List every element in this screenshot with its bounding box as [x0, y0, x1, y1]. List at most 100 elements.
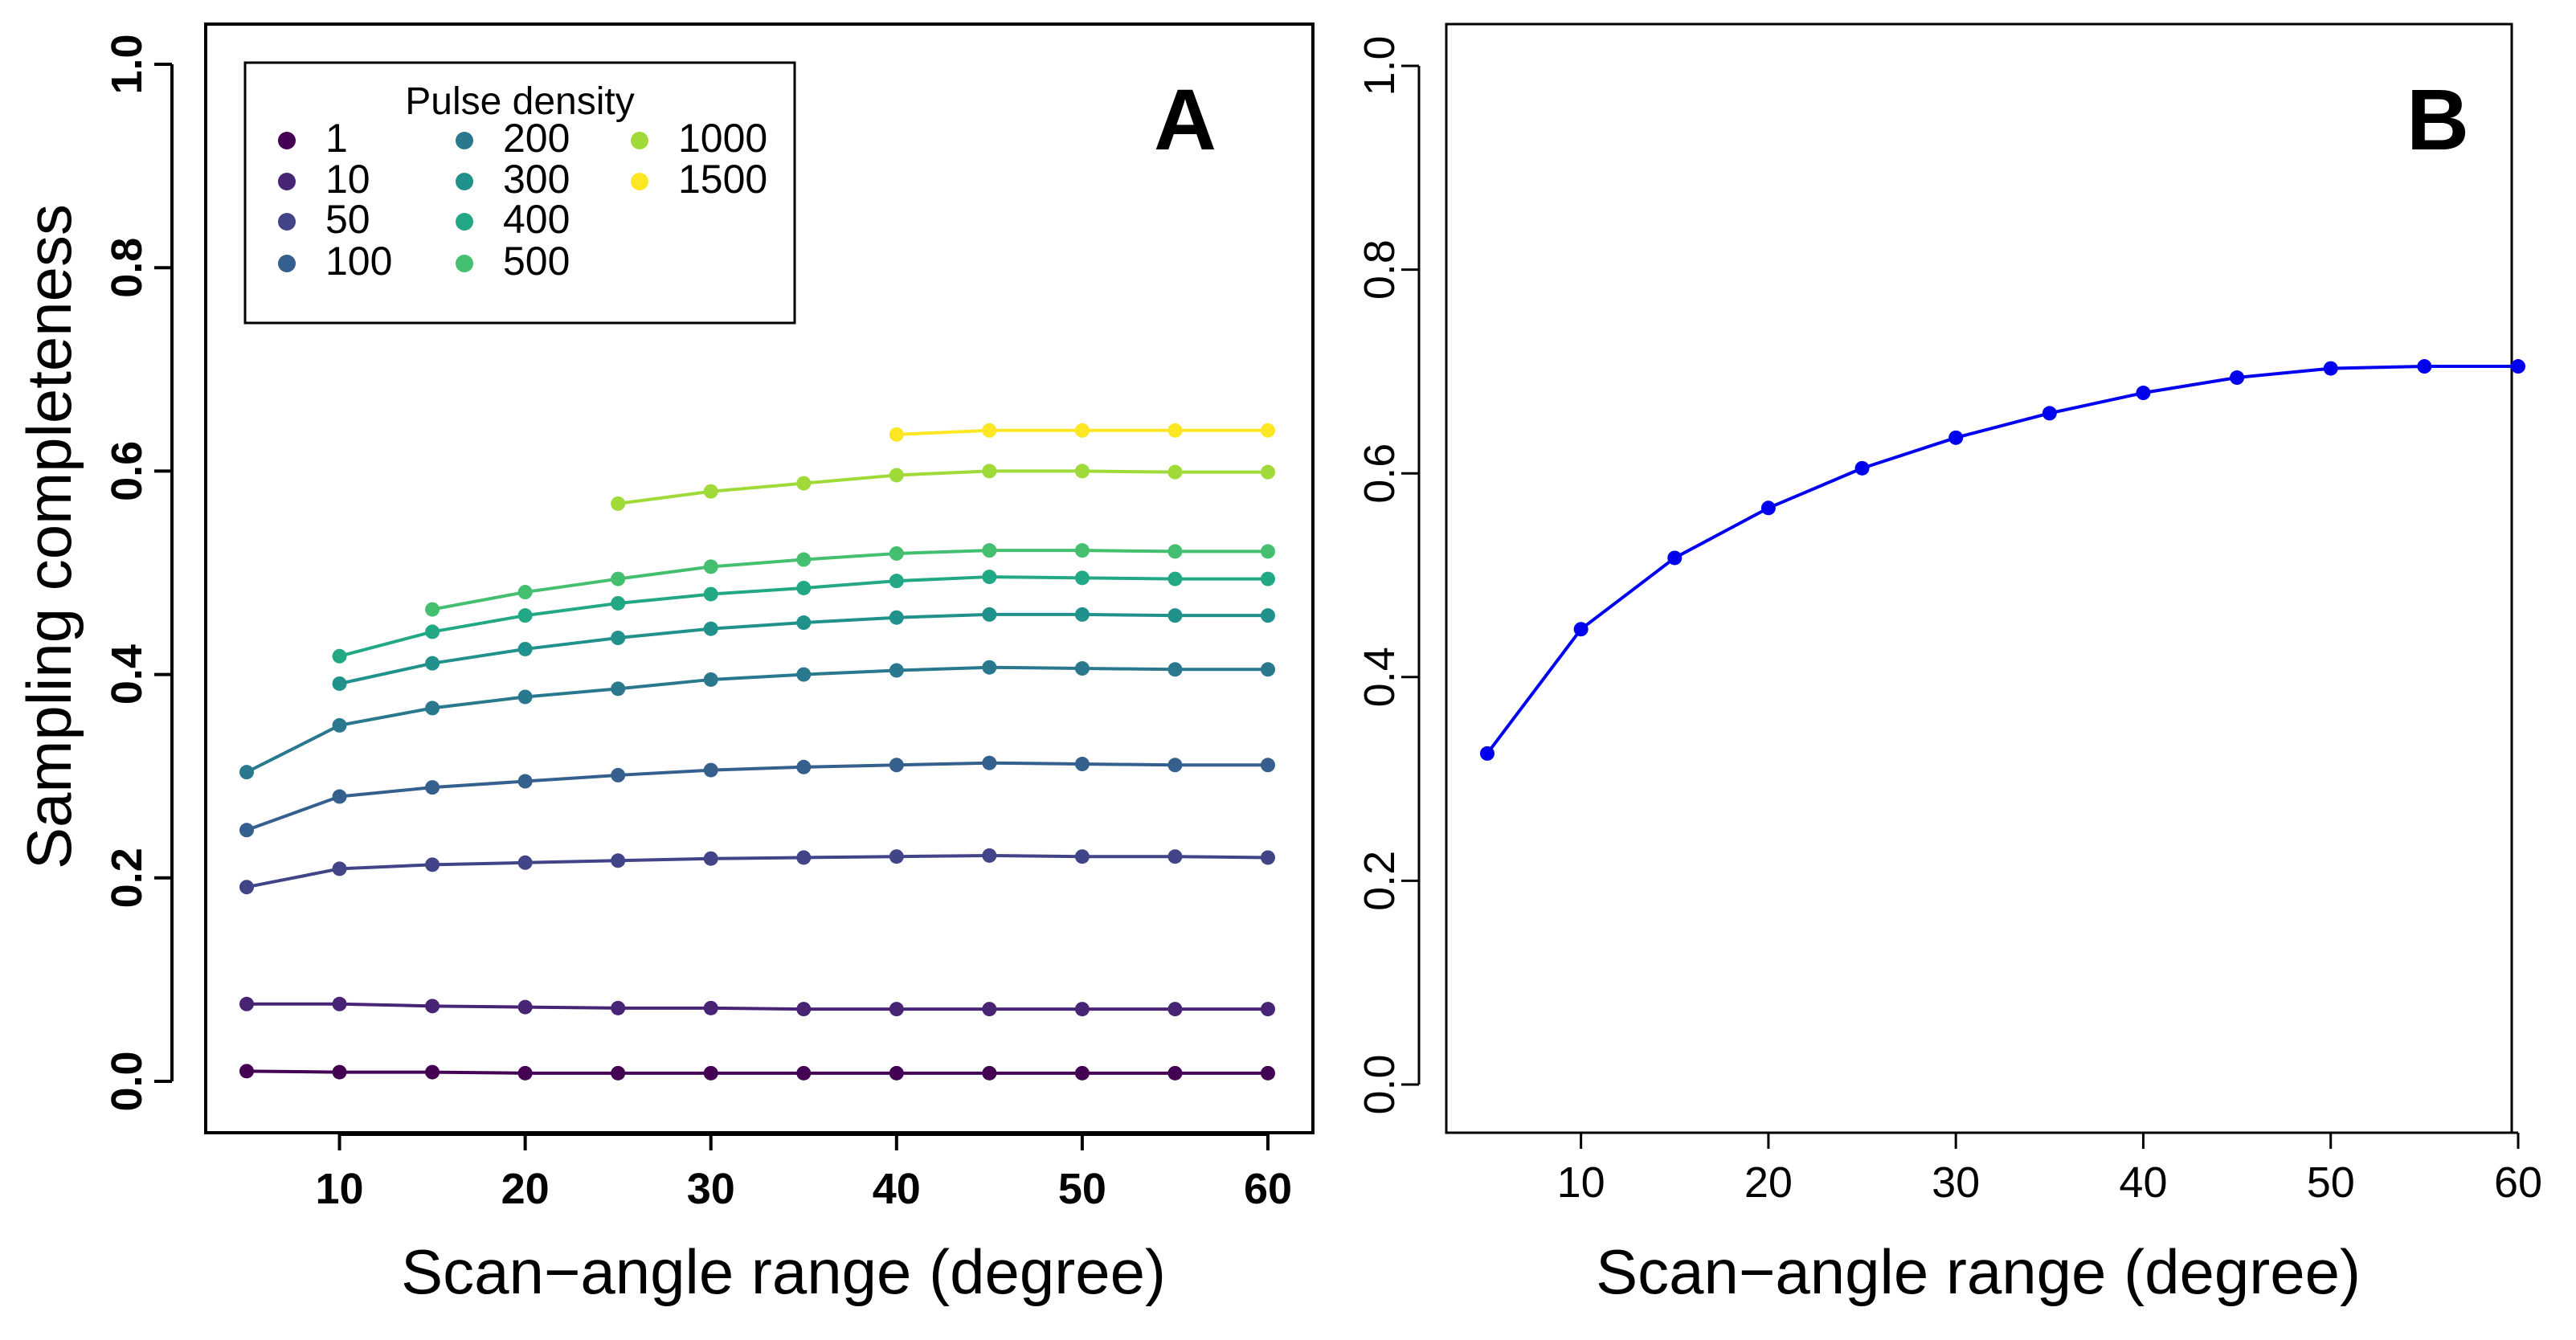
- data-point-500: [1167, 544, 1183, 559]
- data-point-400: [611, 595, 626, 611]
- legend-marker-10: [278, 173, 296, 190]
- data-point-10: [332, 996, 347, 1011]
- data-point-400: [889, 574, 904, 589]
- legend-marker-100: [278, 255, 296, 272]
- data-point-200: [796, 667, 812, 682]
- panel-a-y-tick-label: 0.8: [103, 238, 151, 298]
- data-point-1: [982, 1065, 997, 1081]
- data-point-1000: [703, 484, 718, 499]
- data-point-300: [611, 631, 626, 646]
- legend-label-50: 50: [325, 197, 370, 242]
- data-point-1000: [1167, 464, 1183, 480]
- series-line-10: [247, 1002, 1268, 1011]
- data-point-500: [611, 571, 626, 586]
- data-point-200: [517, 689, 533, 705]
- data-point-1: [425, 1064, 440, 1080]
- data-point-500: [982, 543, 997, 558]
- data-point-1500: [1167, 423, 1183, 438]
- data-point-100: [889, 758, 904, 773]
- data-point-400: [1261, 571, 1275, 586]
- data-point-50: [982, 848, 997, 863]
- series-line-B: [1486, 365, 2518, 755]
- data-point-500: [517, 585, 533, 600]
- panel-b-y-axis: 0.0 0.2 0.4 0.6 0.8 1.0: [1355, 35, 1421, 1115]
- panel-b-y-tick-label: 0.4: [1355, 647, 1404, 707]
- panel-b-y-tick-label: 1.0: [1355, 35, 1404, 96]
- panel-b-x-axis-title: Scan−angle range (degree): [1596, 1236, 2361, 1307]
- data-point-300: [1261, 608, 1275, 623]
- data-point-1500: [1074, 423, 1090, 438]
- data-point-300: [703, 621, 718, 636]
- panel-a-y-tick-label: 1.0: [103, 34, 151, 94]
- data-point-B: [2136, 386, 2151, 401]
- data-point-1: [332, 1064, 347, 1080]
- data-point-1000: [1074, 464, 1090, 479]
- data-point-B: [2511, 359, 2525, 374]
- data-point-50: [1261, 850, 1275, 865]
- data-point-500: [889, 545, 904, 561]
- data-point-50: [1167, 849, 1183, 864]
- data-point-10: [982, 1002, 997, 1017]
- data-point-400: [332, 648, 347, 664]
- legend-marker-1000: [631, 132, 648, 149]
- data-point-200: [1074, 661, 1090, 676]
- panel-b-x-tick-label: 40: [2119, 1158, 2167, 1207]
- panel-a-x-tick-label: 40: [873, 1165, 921, 1213]
- data-point-1: [796, 1065, 812, 1081]
- data-point-200: [425, 701, 440, 716]
- panel-a-x-tick-label: 30: [687, 1165, 735, 1213]
- data-point-400: [703, 586, 718, 602]
- panel-a-series: [239, 423, 1275, 1081]
- data-point-400: [1167, 571, 1183, 586]
- panel-a-x-tick-label: 60: [1244, 1165, 1292, 1213]
- panel-a-x-axis: 10 20 30 40 50 60: [316, 1133, 1292, 1213]
- data-point-100: [1167, 758, 1183, 773]
- panel-b-letter: B: [2406, 71, 2469, 168]
- data-point-300: [1074, 607, 1090, 622]
- data-point-200: [1167, 662, 1183, 677]
- data-point-B: [1854, 460, 1870, 476]
- data-point-10: [425, 999, 440, 1014]
- data-point-1: [703, 1065, 718, 1081]
- data-point-B: [1573, 622, 1589, 637]
- data-point-300: [425, 656, 440, 671]
- data-point-B: [1948, 430, 1964, 445]
- panel-a-x-tick-label: 10: [316, 1165, 364, 1213]
- data-point-200: [1261, 662, 1275, 677]
- data-point-10: [611, 1000, 626, 1015]
- data-point-1: [517, 1065, 533, 1081]
- panel-b-x-tick-label: 10: [1557, 1158, 1605, 1207]
- legend-marker-400: [456, 213, 473, 231]
- data-point-400: [982, 570, 997, 585]
- data-point-B: [2230, 370, 2245, 386]
- data-point-1: [239, 1064, 254, 1079]
- data-point-100: [1074, 757, 1090, 772]
- data-point-300: [332, 676, 347, 691]
- panel-a-y-axis-title: Sampling completeness: [14, 204, 84, 869]
- panel-a-x-tick-label: 50: [1058, 1165, 1106, 1213]
- data-point-500: [703, 559, 718, 574]
- data-point-200: [982, 660, 997, 675]
- data-point-400: [517, 608, 533, 623]
- legend-label-10: 10: [325, 157, 370, 202]
- data-point-B: [1667, 550, 1683, 566]
- data-point-100: [332, 789, 347, 804]
- data-point-1500: [1261, 423, 1275, 438]
- panel-b-x-tick-label: 20: [1744, 1158, 1793, 1207]
- data-point-200: [703, 672, 718, 687]
- data-point-1: [889, 1065, 904, 1081]
- data-point-500: [1074, 543, 1090, 558]
- data-point-B: [2042, 406, 2057, 421]
- panel-a-x-tick-label: 20: [501, 1165, 550, 1213]
- data-point-100: [517, 774, 533, 789]
- data-point-1000: [889, 468, 904, 483]
- data-point-200: [332, 717, 347, 733]
- legend-label-300: 300: [503, 157, 570, 202]
- data-point-100: [239, 823, 254, 838]
- legend-label-1500: 1500: [678, 157, 767, 202]
- data-point-100: [703, 762, 718, 778]
- data-point-B: [1760, 500, 1776, 516]
- data-point-100: [425, 780, 440, 795]
- data-point-400: [425, 624, 440, 639]
- data-point-10: [517, 999, 533, 1015]
